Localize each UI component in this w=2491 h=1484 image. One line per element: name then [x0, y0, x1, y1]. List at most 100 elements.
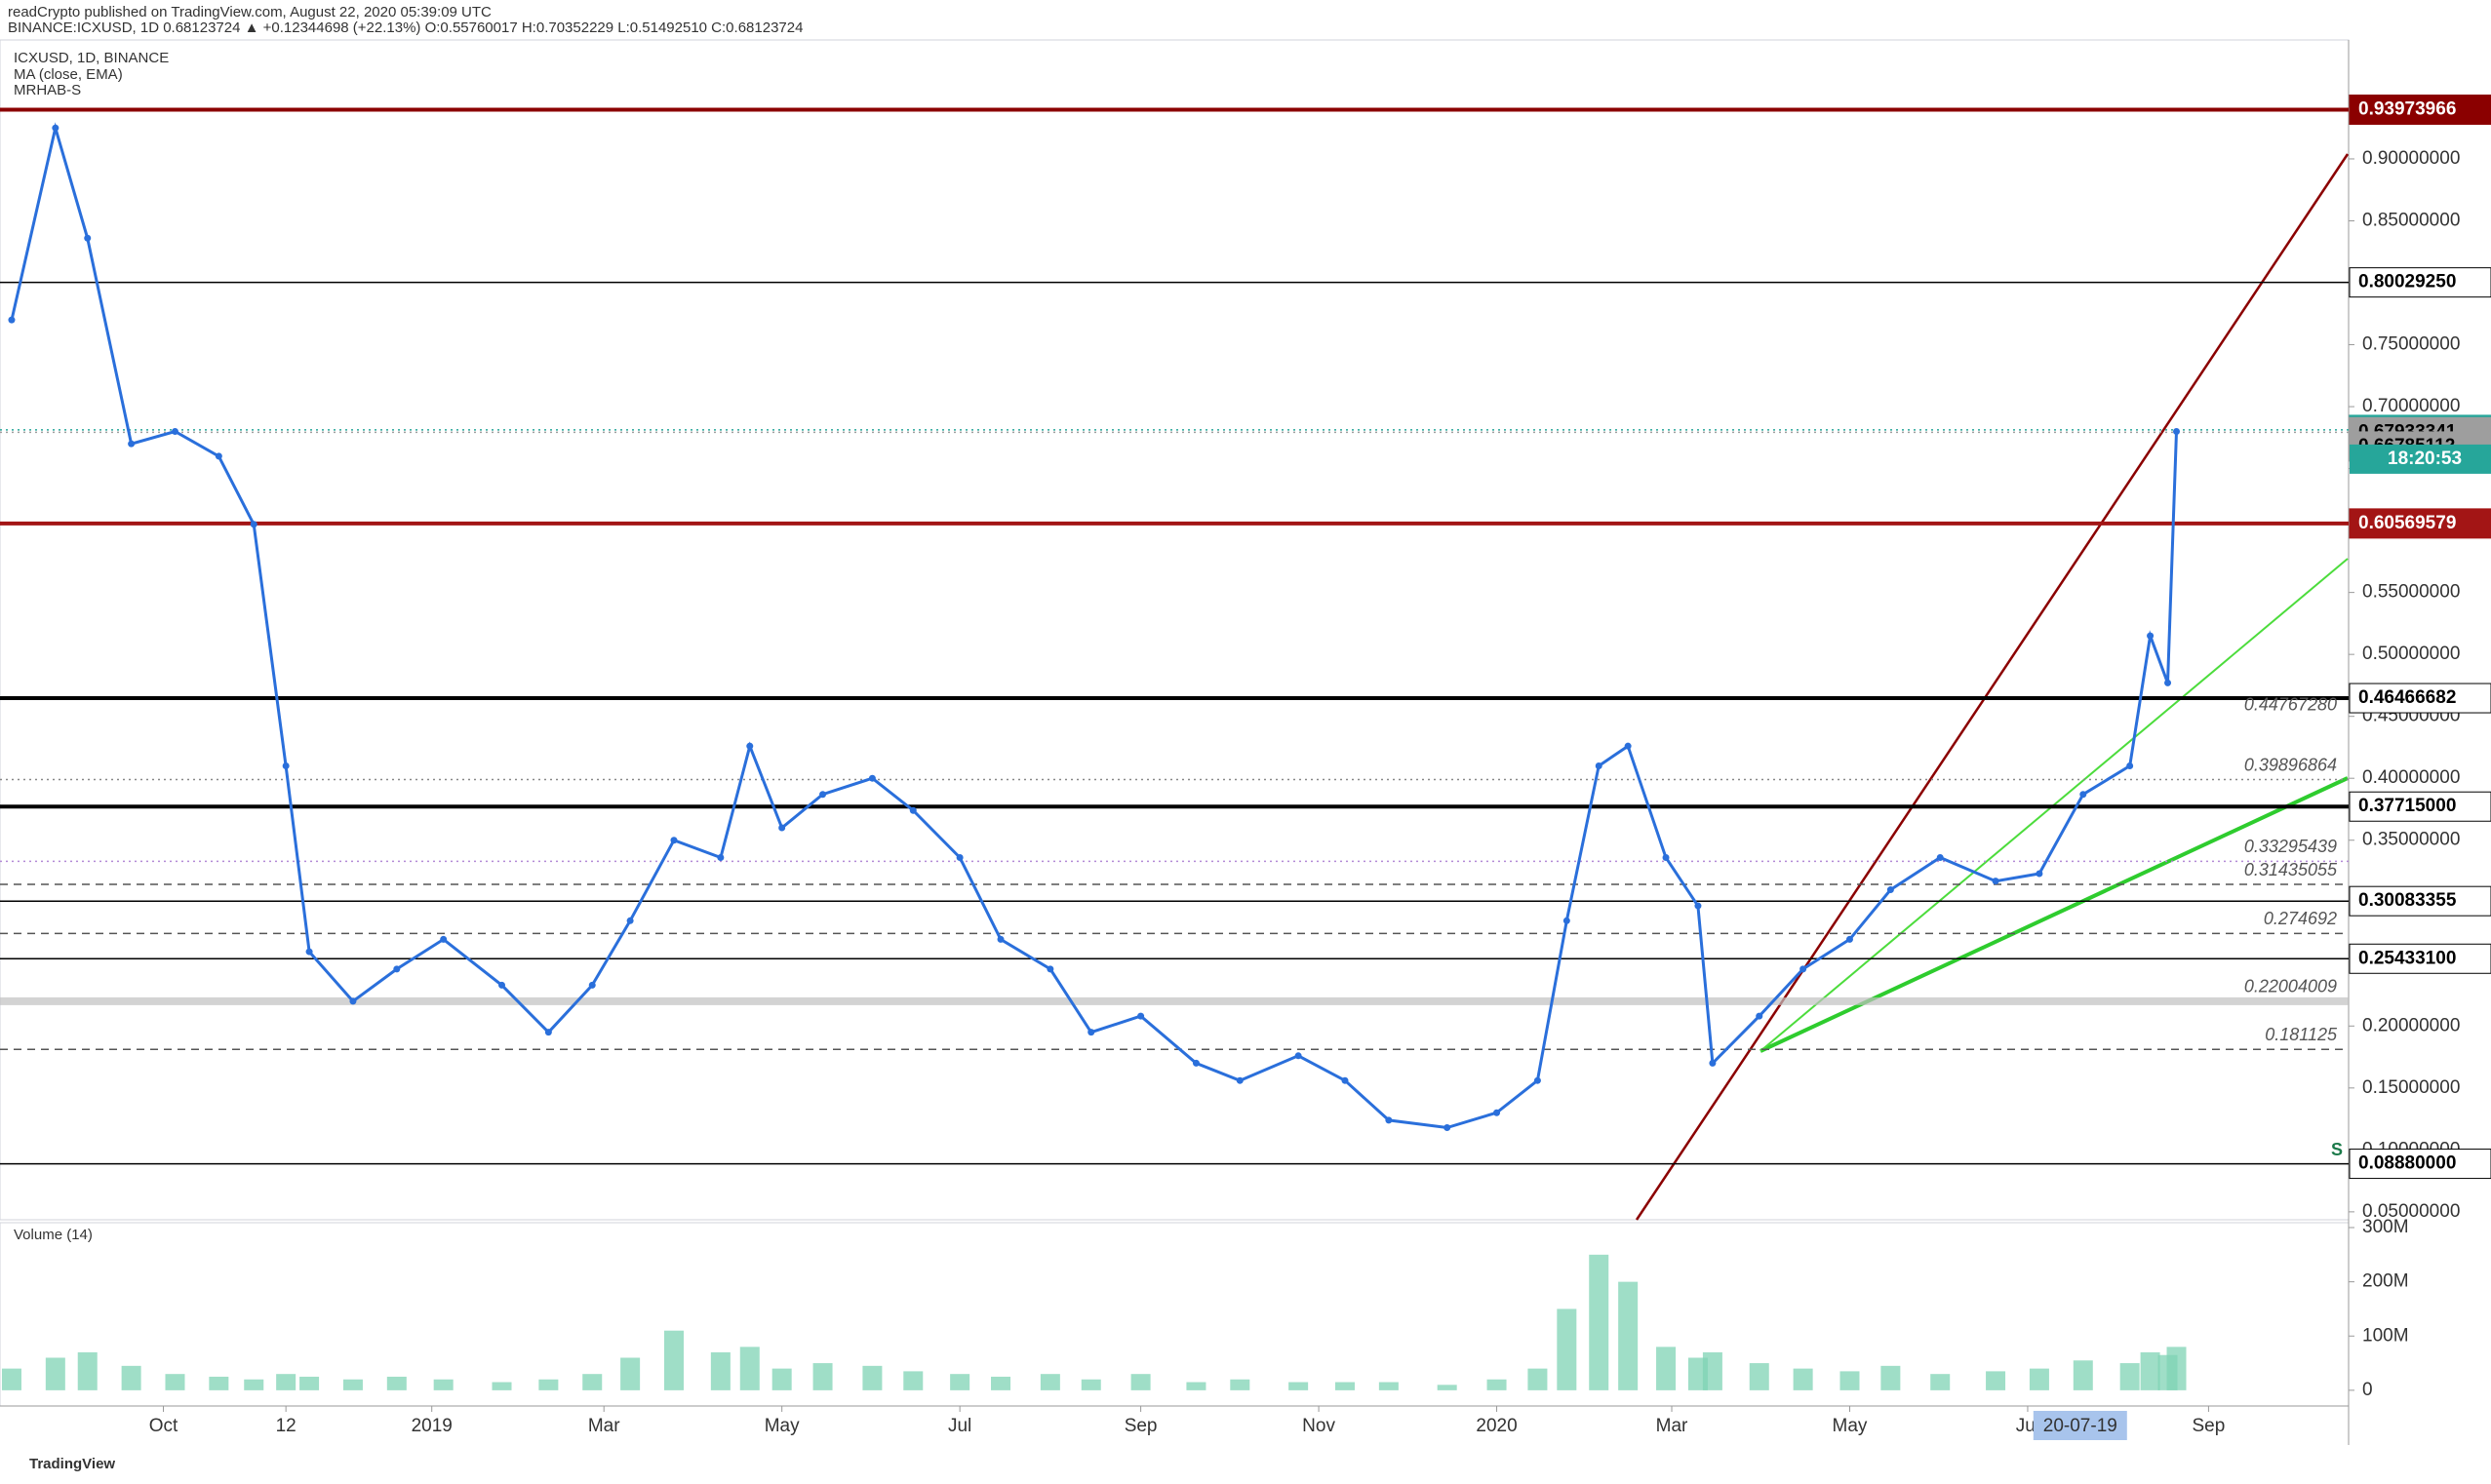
price-point — [1533, 1076, 1541, 1084]
price-point — [1341, 1076, 1349, 1084]
y-tick-label: 0.40000000 — [2362, 767, 2460, 788]
price-point — [128, 440, 136, 448]
volume-bar — [1793, 1368, 1813, 1390]
volume-bar — [1702, 1351, 1722, 1390]
y-tick-label: 0.35000000 — [2362, 830, 2460, 850]
volume-bar — [2166, 1347, 2187, 1390]
volume-bar — [276, 1374, 297, 1390]
volume-bar — [386, 1376, 407, 1390]
price-point — [1137, 1012, 1145, 1020]
price-point — [1709, 1059, 1717, 1067]
price-point — [393, 965, 401, 973]
price-point — [746, 742, 754, 750]
x-tick-label: May — [765, 1416, 800, 1436]
volume-bar — [812, 1363, 833, 1390]
price-point — [1443, 1123, 1451, 1131]
volume-bar — [538, 1379, 559, 1390]
price-point — [717, 854, 725, 862]
y-tick-label: 0.05000000 — [2362, 1201, 2460, 1222]
price-point — [8, 316, 16, 324]
price-level-box — [2349, 94, 2491, 125]
volume-bar — [1880, 1365, 1901, 1390]
volume-tick-label: 300M — [2362, 1217, 2409, 1237]
footer-brand: TradingView — [29, 1456, 115, 1472]
volume-bar — [1437, 1385, 1457, 1390]
price-point — [84, 234, 92, 242]
price-point — [282, 762, 290, 769]
legend-indicator: MRHAB-S — [14, 82, 81, 98]
volume-bar — [1986, 1371, 2006, 1390]
price-point — [1624, 742, 1632, 750]
price-point — [1799, 965, 1807, 973]
price-point — [670, 837, 678, 844]
x-tick-label: Nov — [1302, 1416, 1335, 1436]
price-point — [1992, 878, 1999, 885]
legend-symbol: ICXUSD, 1D, BINANCE — [14, 50, 169, 66]
x-tick-label: Jul — [948, 1416, 971, 1436]
y-tick-label: 0.20000000 — [2362, 1015, 2460, 1035]
volume-bar — [1527, 1368, 1548, 1390]
y-tick-label: 0.55000000 — [2362, 582, 2460, 603]
signal-marker: S — [2331, 1140, 2343, 1159]
trend-line — [1635, 153, 2350, 1221]
price-level-box — [2349, 508, 2491, 539]
x-tick-label: Sep — [2193, 1416, 2226, 1436]
price-point — [215, 452, 222, 460]
volume-bar — [1589, 1254, 1609, 1390]
x-tick-label: Sep — [1125, 1416, 1158, 1436]
price-level-box — [2349, 267, 2491, 298]
time-marker-label: 20-07-19 — [2043, 1416, 2117, 1436]
price-point — [1562, 917, 1570, 924]
legend-ma: MA (close, EMA) — [14, 66, 123, 83]
price-point — [1087, 1029, 1095, 1036]
volume-bar — [1230, 1379, 1250, 1390]
price-level-label: 0.37715000 — [2358, 796, 2456, 816]
volume-bar — [121, 1365, 141, 1390]
trend-line — [1760, 776, 2349, 1053]
price-point — [2164, 679, 2172, 686]
price-point — [2079, 791, 2087, 799]
x-tick-label: Mar — [588, 1416, 620, 1436]
price-point — [250, 521, 257, 528]
price-point — [956, 854, 964, 862]
volume-bar — [342, 1379, 363, 1390]
volume-tick-label: 100M — [2362, 1325, 2409, 1346]
volume-bar — [2140, 1351, 2160, 1390]
volume-bar — [1618, 1281, 1639, 1390]
price-level-note: 0.44767280 — [2244, 694, 2337, 714]
volume-bar — [582, 1374, 603, 1390]
volume-bar — [1040, 1374, 1060, 1390]
volume-bar — [1186, 1382, 1206, 1390]
price-level-note: 0.31435055 — [2244, 860, 2338, 879]
price-point — [1886, 886, 1894, 894]
y-tick-label: 0.85000000 — [2362, 211, 2460, 231]
volume-bar — [739, 1347, 760, 1390]
volume-bar — [1486, 1379, 1507, 1390]
price-level-note: 0.274692 — [2264, 909, 2337, 928]
volume-bar — [1557, 1308, 1577, 1390]
price-point — [1192, 1059, 1200, 1067]
volume-bar — [1656, 1347, 1677, 1390]
price-point — [588, 981, 596, 989]
price-point — [52, 124, 59, 132]
price-level-note: 0.33295439 — [2244, 837, 2337, 856]
price-level-label: 0.30083355 — [2358, 890, 2457, 911]
volume-bar — [903, 1371, 924, 1390]
price-point — [2126, 762, 2134, 769]
price-point — [2147, 632, 2155, 640]
volume-bar — [2029, 1368, 2049, 1390]
price-level-box — [2349, 791, 2491, 822]
price-level-label: 0.08880000 — [2358, 1153, 2456, 1174]
volume-bar — [2073, 1360, 2093, 1390]
countdown-box — [2350, 444, 2491, 474]
volume-bar — [209, 1376, 229, 1390]
price-point — [1756, 1012, 1763, 1020]
volume-bar — [433, 1379, 454, 1390]
volume-bar — [244, 1379, 264, 1390]
price-level-note: 0.22004009 — [2244, 977, 2337, 996]
volume-bar — [45, 1357, 65, 1390]
price-level-note: 0.39896864 — [2244, 755, 2337, 774]
price-point — [1236, 1076, 1244, 1084]
